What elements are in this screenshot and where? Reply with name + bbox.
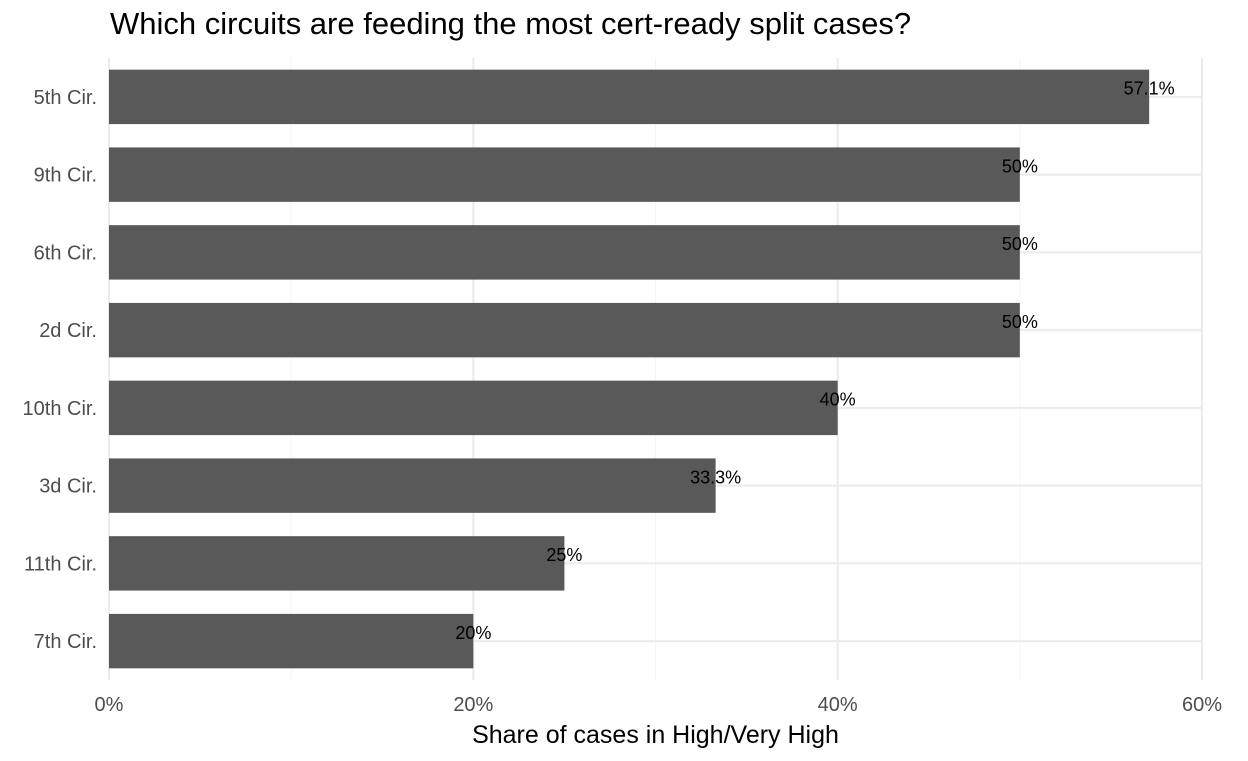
- x-tick-layer: 0% 20% 40% 60%: [95, 694, 1223, 716]
- y-tick-label: 7th Cir.: [34, 631, 97, 653]
- y-tick-label: 11th Cir.: [24, 553, 97, 575]
- y-tick-label: 2d Cir.: [39, 320, 97, 342]
- y-tick-label: 5th Cir.: [34, 87, 97, 109]
- data-label: 40%: [820, 390, 856, 410]
- bar: [109, 613, 474, 669]
- bar: [109, 302, 1020, 358]
- data-label: 33.3%: [690, 467, 741, 487]
- x-tick-label: 60%: [1182, 694, 1222, 716]
- data-label: 50%: [1002, 156, 1038, 176]
- bars-layer: [109, 69, 1150, 669]
- data-label: 25%: [546, 545, 582, 565]
- bar: [109, 225, 1020, 280]
- y-tick-label: 6th Cir.: [34, 242, 97, 264]
- x-tick-label: 40%: [818, 694, 858, 716]
- y-tick-layer: 5th Cir. 9th Cir. 6th Cir. 2d Cir. 10th Cir.…: [23, 87, 97, 653]
- data-label: 50%: [1002, 312, 1038, 332]
- data-label: 57.1%: [1124, 79, 1175, 99]
- bar: [109, 147, 1020, 202]
- bar: [109, 536, 565, 591]
- bar: [109, 69, 1150, 125]
- x-axis-title: Share of cases in High/Very High: [472, 721, 839, 749]
- data-label-layer: 57.1% 50% 50% 50% 40% 33.3% 25% 20%: [455, 79, 1174, 643]
- y-tick-label: 9th Cir.: [34, 165, 97, 187]
- bar: [109, 458, 716, 513]
- x-tick-label: 0%: [95, 694, 124, 716]
- y-tick-label: 10th Cir.: [23, 398, 97, 420]
- data-label: 50%: [1002, 234, 1038, 254]
- y-tick-label: 3d Cir.: [39, 476, 97, 498]
- bar: [109, 380, 838, 436]
- x-tick-label: 20%: [453, 694, 493, 716]
- chart-title: Which circuits are feeding the most cert…: [110, 6, 912, 41]
- data-label: 20%: [455, 623, 491, 643]
